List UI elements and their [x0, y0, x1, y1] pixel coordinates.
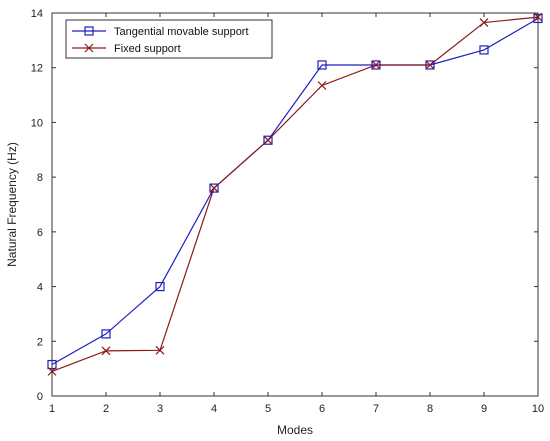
data-point-0 — [47, 359, 57, 370]
y-tick-label: 2 — [37, 336, 43, 348]
data-point-0 — [317, 60, 327, 70]
data-point-0 — [101, 329, 111, 339]
data-point-0 — [533, 13, 543, 24]
y-tick-label: 8 — [37, 172, 43, 184]
y-tick-label: 6 — [37, 227, 43, 239]
series-layer — [47, 12, 543, 376]
data-point-1 — [425, 60, 435, 70]
y-tick-label: 4 — [37, 282, 43, 294]
data-point-0 — [263, 135, 273, 145]
data-point-1 — [263, 135, 273, 145]
legend: Tangential movable support Fixed support — [65, 19, 273, 59]
data-point-0 — [209, 183, 219, 193]
legend-item-1: Fixed support — [72, 43, 181, 55]
series-line-1 — [51, 16, 539, 372]
legend-box — [65, 19, 273, 59]
y-tick-label: 14 — [31, 8, 43, 20]
data-point-1 — [155, 345, 165, 355]
x-tick-label: 10 — [532, 403, 544, 415]
y-axis-title: Natural Frequency (Hz) — [5, 142, 19, 267]
x-axis-title: Modes — [277, 423, 313, 437]
x-tick-label: 2 — [103, 403, 109, 415]
data-point-1 — [479, 18, 489, 27]
data-point-0 — [155, 281, 165, 292]
legend-label: Fixed support — [114, 43, 181, 55]
y-tick-label: 0 — [37, 391, 43, 403]
x-tick-label: 7 — [373, 403, 379, 415]
data-point-1 — [533, 12, 543, 22]
data-point-1 — [101, 346, 111, 356]
x-tick-label: 6 — [319, 403, 325, 415]
y-tick-label: 10 — [31, 117, 43, 129]
x-tick-label: 9 — [481, 403, 487, 415]
y-tick-label: 12 — [31, 63, 43, 75]
x-tick-label: 4 — [211, 403, 217, 415]
data-point-0 — [425, 60, 435, 70]
x-tick-label: 1 — [49, 403, 55, 415]
x-tick-label: 8 — [427, 403, 433, 415]
legend-label: Tangential movable support — [114, 26, 249, 38]
legend-marker — [84, 43, 94, 53]
data-point-1 — [47, 366, 57, 376]
legend-marker — [84, 26, 94, 36]
plot-area-frame — [51, 12, 539, 397]
x-tick-label: 5 — [265, 403, 271, 415]
data-point-1 — [209, 183, 219, 193]
data-point-1 — [371, 60, 381, 70]
data-point-0 — [371, 60, 381, 70]
series-line-0 — [51, 17, 539, 366]
data-point-1 — [317, 81, 327, 90]
data-point-0 — [479, 45, 489, 55]
legend-item-0: Tangential movable support — [72, 26, 249, 38]
x-tick-label: 3 — [157, 403, 163, 415]
